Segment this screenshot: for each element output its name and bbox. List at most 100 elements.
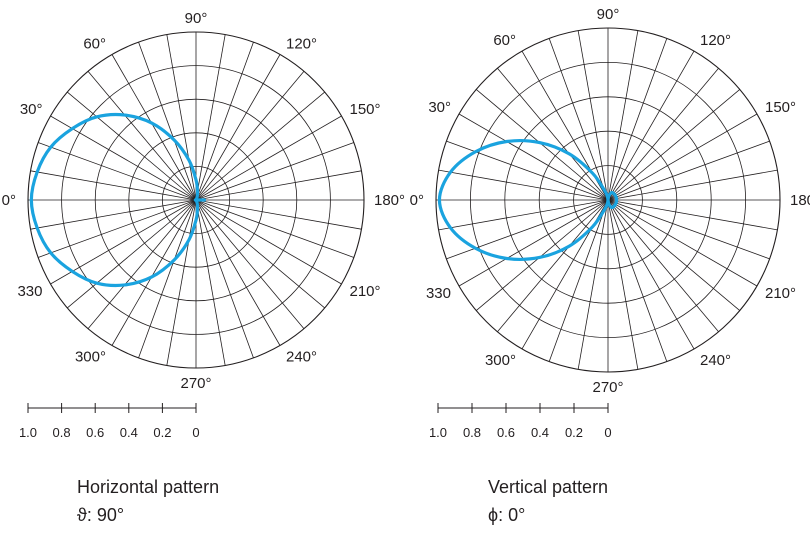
angular-gridline xyxy=(497,67,609,201)
angular-gridline xyxy=(195,199,342,285)
angular-gridline xyxy=(138,199,197,359)
angular-gridline xyxy=(446,199,609,260)
angular-gridline xyxy=(67,91,197,201)
angular-gridline xyxy=(475,89,609,201)
angle-tick-label: 240° xyxy=(700,352,731,369)
angular-gridline xyxy=(30,170,197,201)
angle-tick-label: 0° xyxy=(410,192,424,209)
vertical-pattern-subtitle: ϕ: 0° xyxy=(488,505,525,525)
horizontal-pattern-subtitle: ϑ: 90° xyxy=(77,505,124,525)
angle-tick-label: 210° xyxy=(765,285,796,302)
angular-gridline xyxy=(195,199,281,346)
angular-gridline xyxy=(87,199,197,329)
angular-gridline xyxy=(577,199,609,370)
theta-value: : 90° xyxy=(87,505,124,525)
angular-gridline xyxy=(195,199,362,230)
angular-gridline xyxy=(607,67,719,201)
angular-gridline xyxy=(607,199,668,362)
angle-tick-label: 60° xyxy=(83,36,106,53)
scale-tick-label: 0.8 xyxy=(463,425,481,440)
phi-symbol: ϕ xyxy=(488,505,498,525)
angular-gridline xyxy=(30,199,197,230)
angle-tick-label: 150° xyxy=(350,101,381,118)
angular-gridline xyxy=(37,142,197,201)
angular-gridline xyxy=(458,113,609,201)
angular-gridline xyxy=(607,199,770,260)
angular-gridline xyxy=(195,199,254,359)
scale-tick-label: 0.2 xyxy=(565,425,583,440)
horizontal-pattern-title: Horizontal pattern xyxy=(77,477,219,497)
pattern-curve xyxy=(29,112,206,288)
scale-tick-label: 0.8 xyxy=(53,425,71,440)
angular-gridline xyxy=(548,199,609,362)
scale-tick-label: 1.0 xyxy=(429,425,447,440)
angular-gridline xyxy=(458,199,609,287)
angle-tick-label: 210° xyxy=(350,283,381,300)
angular-gridline xyxy=(111,199,197,346)
angle-tick-label: 120° xyxy=(286,36,317,53)
angular-gridline xyxy=(607,199,719,333)
angular-gridline xyxy=(67,199,197,309)
scale-tick-label: 1.0 xyxy=(19,425,37,440)
angle-tick-label: 330 xyxy=(426,285,451,302)
vertical-pattern-title: Vertical pattern xyxy=(488,477,608,497)
angular-gridline xyxy=(195,115,342,201)
angular-gridline xyxy=(607,89,741,201)
scale-tick-label: 0.4 xyxy=(120,425,138,440)
angle-tick-label: 120° xyxy=(700,32,731,49)
angular-gridline xyxy=(607,199,758,287)
pattern-curve xyxy=(437,139,619,261)
angular-gridline xyxy=(548,38,609,201)
angular-gridline xyxy=(607,140,770,201)
horizontal-pattern-chart: 0° 30° 60° 90° 120° 150° 180° 210° 240° 270° 300° 3… xyxy=(2,10,405,440)
scale-tick-label: 0.6 xyxy=(497,425,515,440)
angular-gridline xyxy=(195,199,355,258)
angular-gridline xyxy=(438,199,609,231)
angle-tick-label: 90° xyxy=(597,6,620,23)
angle-tick-label: 0° xyxy=(2,192,16,209)
angular-gridline xyxy=(438,169,609,201)
angular-gridline xyxy=(195,91,325,201)
angular-gridline xyxy=(195,170,362,201)
scale-tick-label: 0 xyxy=(192,425,199,440)
angular-gridline xyxy=(607,113,758,201)
angular-gridline xyxy=(87,71,197,201)
angular-gridline xyxy=(446,140,609,201)
angle-tick-label: 180° xyxy=(374,192,405,209)
scale-tick-label: 0 xyxy=(604,425,611,440)
angular-gridline xyxy=(166,34,197,201)
angular-gridline xyxy=(607,199,778,231)
scale-tick-label: 0.2 xyxy=(153,425,171,440)
angular-gridline xyxy=(607,199,639,370)
radial-scale-bar: 1.0 0.8 0.6 0.4 0.2 0 xyxy=(429,403,612,440)
angular-gridline xyxy=(195,199,305,329)
theta-symbol: ϑ xyxy=(77,505,87,525)
angular-gridline xyxy=(607,169,778,201)
angle-tick-label: 60° xyxy=(493,32,516,49)
angular-gridline xyxy=(111,54,197,201)
radial-scale-bar: 1.0 0.8 0.6 0.4 0.2 0 xyxy=(19,403,200,440)
angular-gridline xyxy=(195,71,305,201)
scale-tick-label: 0.6 xyxy=(86,425,104,440)
angle-tick-label: 30° xyxy=(20,101,43,118)
angular-gridline xyxy=(607,50,695,201)
angular-gridline xyxy=(475,199,609,311)
phi-value: : 0° xyxy=(498,505,525,525)
angle-tick-label: 270° xyxy=(180,375,211,392)
polar-grid xyxy=(27,31,365,369)
angular-gridline xyxy=(195,199,226,366)
angular-gridline xyxy=(195,34,226,201)
angular-gridline xyxy=(607,199,741,311)
angular-gridline xyxy=(50,115,197,201)
angular-gridline xyxy=(166,199,197,366)
angle-tick-label: 240° xyxy=(286,349,317,366)
angular-gridline xyxy=(195,142,355,201)
angular-gridline xyxy=(138,41,197,201)
angle-tick-label: 330 xyxy=(17,283,42,300)
angular-gridline xyxy=(577,30,609,201)
angular-gridline xyxy=(607,199,695,350)
angle-tick-label: 90° xyxy=(185,10,208,27)
vertical-pattern-chart: 0° 30° 60° 90° 120° 150° 180° 210° 240° 270° 300° 3… xyxy=(410,6,810,440)
angular-gridline xyxy=(50,199,197,285)
